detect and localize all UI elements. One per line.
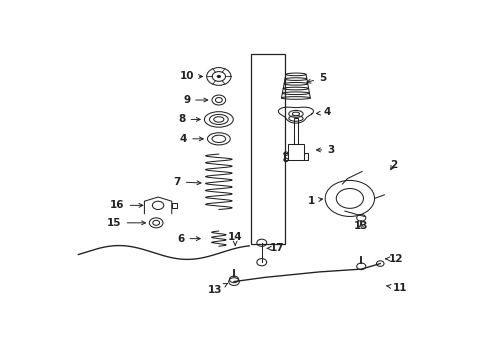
- Text: 16: 16: [110, 201, 143, 210]
- Bar: [294, 118, 298, 144]
- Text: 11: 11: [387, 283, 407, 293]
- Text: 13: 13: [208, 283, 228, 296]
- Text: 1: 1: [308, 195, 322, 206]
- Bar: [251, 54, 285, 244]
- Text: 2: 2: [390, 160, 397, 170]
- Text: 14: 14: [228, 232, 243, 245]
- Bar: [304, 153, 308, 160]
- Text: 12: 12: [386, 254, 403, 264]
- Bar: [172, 203, 177, 208]
- Circle shape: [217, 75, 221, 78]
- Bar: [288, 144, 304, 160]
- Text: 15: 15: [107, 218, 146, 228]
- Text: 5: 5: [307, 73, 326, 83]
- Text: 8: 8: [178, 114, 200, 125]
- Text: 7: 7: [173, 177, 201, 187]
- Text: 6: 6: [177, 234, 200, 244]
- Text: 4: 4: [180, 134, 203, 144]
- Text: 17: 17: [267, 243, 284, 253]
- Text: 9: 9: [183, 95, 208, 105]
- Text: 10: 10: [179, 72, 202, 81]
- Text: 3: 3: [317, 145, 335, 155]
- Bar: [284, 153, 288, 160]
- Text: 4: 4: [317, 108, 331, 117]
- Text: 13: 13: [354, 221, 368, 231]
